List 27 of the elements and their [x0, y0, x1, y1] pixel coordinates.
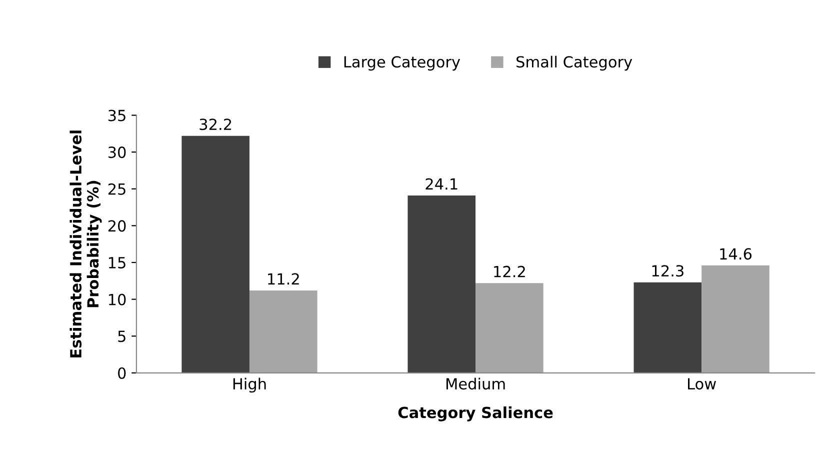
- bar: [634, 282, 702, 373]
- data-label: 12.3: [652, 265, 684, 277]
- bar: [476, 283, 544, 373]
- bar: [702, 265, 770, 373]
- data-label: 24.1: [426, 178, 458, 190]
- y-tick-label: 20: [108, 220, 126, 232]
- y-axis-title: Estimated Individual-Level Probability (%): [70, 130, 102, 358]
- y-tick-label: 15: [108, 257, 126, 269]
- x-tick-label: High: [233, 378, 266, 393]
- x-tick-label: Low: [688, 378, 716, 390]
- bar: [408, 195, 476, 373]
- legend-label: Small Category: [516, 56, 632, 71]
- y-tick-label: 0: [118, 367, 126, 379]
- y-tick-label: 5: [118, 330, 126, 342]
- y-tick-label: 25: [108, 183, 126, 195]
- bar: [182, 136, 250, 373]
- legend-label: Large Category: [344, 56, 460, 71]
- data-label: 32.2: [200, 118, 232, 130]
- data-label: 14.6: [720, 248, 752, 260]
- x-axis-title: Category Salience: [398, 406, 553, 422]
- x-tick-label: Medium: [446, 378, 505, 390]
- y-tick-label: 10: [108, 294, 126, 306]
- bar: [249, 290, 318, 373]
- y-tick-label: 30: [108, 146, 126, 158]
- y-tick-label: 35: [108, 110, 126, 122]
- data-label: 12.2: [494, 266, 525, 278]
- data-label: 11.2: [268, 273, 299, 284]
